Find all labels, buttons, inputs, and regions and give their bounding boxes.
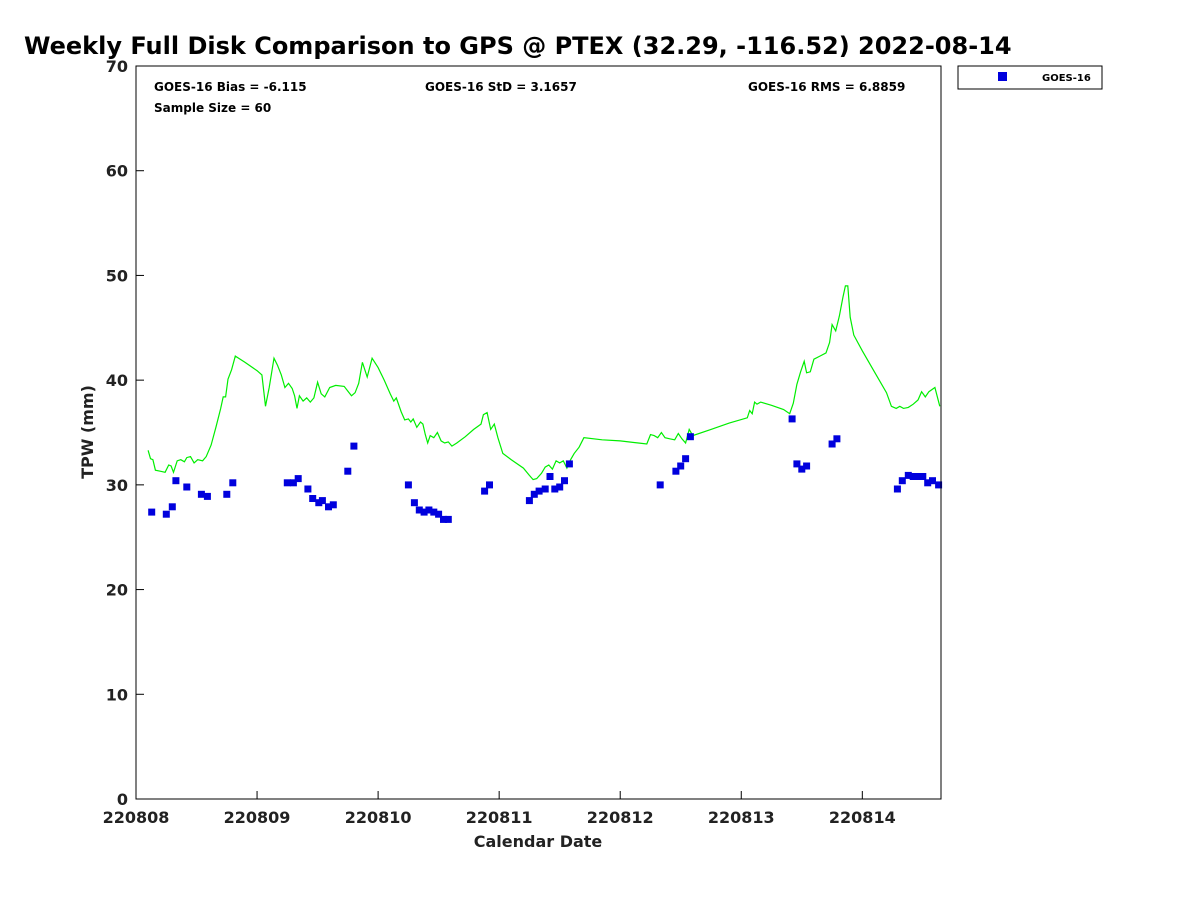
chart-title: Weekly Full Disk Comparison to GPS @ PTE… [24,32,1012,60]
goes-data-point [435,510,443,518]
goes-data-point [935,481,943,489]
axis-ticks: 0 10 20 30 40 50 60 70 220808 220809 220810 220811 2… [103,57,896,827]
x-tick-label: 220814 [829,808,896,827]
goes-data-point [929,477,936,485]
x-tick-label: 220812 [587,808,654,827]
legend-label: GOES-16 [1042,73,1091,84]
y-tick-label: 10 [106,685,128,704]
x-tick-label: 220808 [103,808,170,827]
goes-data-point [828,440,836,448]
stat-bias: GOES-16 Bias = -6.115 [154,80,307,94]
x-tick-label: 220810 [345,808,412,827]
goes-data-point [315,499,323,507]
goes-data-point [294,475,302,483]
goes-data-point [318,497,326,505]
goes-data-point [344,467,352,475]
goes-data-point [924,479,932,487]
goes-data-point [551,485,559,493]
y-tick-label: 60 [106,162,128,181]
goes-data-point [444,515,452,523]
y-tick-label: 20 [106,581,128,600]
goes-data-point [203,492,211,500]
goes-data-point [289,479,297,487]
goes-data-point [350,442,358,450]
gps-series-line [147,285,941,481]
goes-data-point [329,501,337,509]
y-tick-label: 0 [117,790,128,809]
goes-data-point [914,473,922,480]
goes-data-point [430,508,438,516]
goes-data-point [798,465,806,473]
goes-data-point [486,481,493,489]
stat-rms: GOES-16 RMS = 6.8859 [748,80,905,94]
legend: GOES-16 [957,65,1103,90]
goes-data-point [404,481,412,489]
goes-series-points [148,415,943,523]
x-tick-label: 220811 [466,808,533,827]
goes-data-point [565,460,573,468]
plot-frame [135,65,942,800]
goes-data-point [833,435,841,443]
goes-data-point [223,490,231,498]
goes-data-point [561,477,568,485]
goes-data-point [420,508,428,516]
goes-data-point [919,473,927,480]
x-tick-label: 220809 [224,808,291,827]
goes-data-point [415,506,423,514]
goes-data-point [535,487,543,495]
goes-data-point [656,481,664,489]
stat-sample-size: Sample Size = 60 [154,101,271,115]
goes-data-point [803,462,811,470]
goes-data-point [672,467,680,475]
goes-data-point [677,462,685,470]
goes-data-point [229,479,237,487]
goes-data-point [546,473,554,480]
goes-data-point [148,508,156,516]
goes-data-point [793,460,801,468]
y-tick-label: 70 [106,57,128,76]
goes-data-point [788,415,796,423]
goes-data-point [168,503,176,511]
y-tick-label: 40 [106,371,128,390]
goes-data-point [909,473,917,480]
goes-data-point [682,455,690,463]
goes-data-point [893,485,901,493]
legend-marker [998,72,1007,81]
goes-data-point [197,490,205,498]
goes-data-point [541,485,549,493]
goes-data-point [283,479,291,487]
goes-data-point [410,499,418,507]
goes-data-point [425,506,433,514]
goes-data-point [898,477,906,485]
goes-data-point [183,483,191,491]
stat-std: GOES-16 StD = 3.1657 [425,80,577,94]
goes-data-point [162,510,170,518]
goes-data-point [172,477,180,485]
legend-box [957,65,1103,90]
y-tick-label: 30 [106,476,128,495]
goes-data-point [325,503,332,511]
x-axis-label: Calendar Date [474,832,603,851]
y-tick-label: 50 [106,266,128,285]
goes-data-point [686,433,694,441]
y-axis-label: TPW (mm) [78,385,97,479]
goes-data-point [304,485,312,493]
goes-data-point [556,483,564,491]
goes-data-point [440,515,447,523]
goes-data-point [309,495,317,502]
x-tick-label: 220813 [708,808,775,827]
goes-data-point [525,497,533,505]
goes-data-point [481,487,489,495]
goes-data-point [530,490,538,498]
goes-data-point [904,471,912,479]
